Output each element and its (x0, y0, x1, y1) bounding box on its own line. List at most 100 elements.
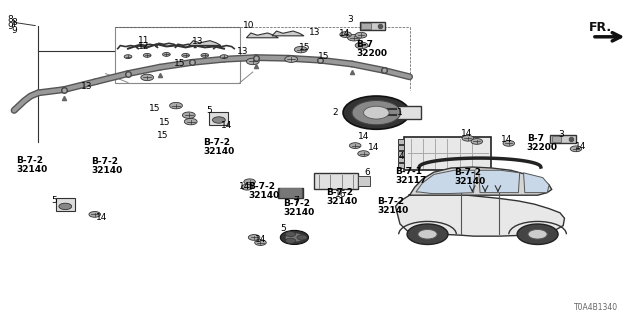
Bar (209, 112, 228, 125)
Bar (278, 188, 303, 198)
Text: 14: 14 (96, 213, 108, 222)
Text: 14: 14 (239, 182, 250, 191)
Text: 3: 3 (558, 130, 564, 139)
Text: 5: 5 (207, 106, 212, 115)
Text: B-7-2: B-7-2 (92, 157, 118, 166)
Bar (361, 23, 371, 29)
Bar (115, 27, 240, 83)
Polygon shape (408, 167, 552, 195)
Text: B-7: B-7 (356, 40, 374, 49)
Circle shape (285, 233, 303, 242)
Text: 8: 8 (8, 15, 13, 24)
Text: 9: 9 (8, 22, 13, 31)
Text: B-7-1: B-7-1 (396, 167, 422, 176)
Circle shape (352, 100, 401, 125)
Circle shape (241, 184, 253, 190)
Text: 15: 15 (159, 118, 170, 127)
Text: FR.: FR. (589, 21, 612, 34)
Circle shape (358, 151, 369, 156)
Bar (396, 106, 421, 119)
Circle shape (340, 32, 351, 37)
Circle shape (355, 32, 367, 38)
Polygon shape (272, 31, 304, 36)
Text: 14: 14 (575, 142, 586, 151)
Text: 16: 16 (335, 190, 346, 199)
Text: 1: 1 (397, 108, 403, 116)
Circle shape (170, 102, 182, 109)
Circle shape (355, 42, 368, 49)
Bar (398, 157, 404, 162)
Text: 7: 7 (293, 196, 299, 204)
Circle shape (184, 118, 197, 125)
Text: 32140: 32140 (204, 147, 235, 156)
Bar (360, 22, 385, 30)
Circle shape (124, 55, 132, 59)
Circle shape (143, 53, 151, 57)
Circle shape (528, 229, 547, 239)
Circle shape (349, 143, 361, 148)
Bar (398, 139, 404, 144)
Polygon shape (524, 173, 549, 193)
Circle shape (182, 53, 189, 57)
Circle shape (471, 139, 483, 144)
Circle shape (255, 240, 266, 245)
Circle shape (248, 235, 260, 240)
Text: 14: 14 (500, 135, 512, 144)
Bar (404, 137, 491, 170)
Bar (398, 163, 404, 168)
Circle shape (343, 96, 410, 129)
Circle shape (297, 235, 307, 240)
Text: 32140: 32140 (248, 191, 280, 200)
Text: 32140: 32140 (326, 197, 358, 206)
Text: B-7-2: B-7-2 (326, 188, 353, 197)
Text: B-7-2: B-7-2 (204, 138, 230, 147)
Text: 2: 2 (333, 108, 339, 116)
Bar (550, 135, 576, 143)
Text: 8: 8 (12, 18, 17, 27)
Text: 15: 15 (299, 43, 310, 52)
Bar (56, 198, 75, 211)
Circle shape (182, 112, 195, 118)
Bar (398, 145, 404, 150)
Text: 32200: 32200 (356, 49, 387, 58)
Text: 5: 5 (280, 224, 286, 233)
Polygon shape (479, 170, 520, 193)
Text: 15: 15 (157, 131, 168, 140)
Circle shape (89, 212, 100, 217)
Circle shape (141, 74, 154, 81)
Bar (358, 176, 370, 186)
Text: B-7-2: B-7-2 (283, 199, 310, 208)
Text: 14: 14 (368, 143, 380, 152)
Text: 11: 11 (138, 36, 149, 44)
Circle shape (285, 232, 296, 237)
Circle shape (220, 55, 228, 59)
Text: 32140: 32140 (283, 208, 314, 217)
Circle shape (407, 224, 448, 244)
Text: 32200: 32200 (527, 143, 557, 152)
Bar (552, 136, 561, 142)
Circle shape (418, 229, 437, 239)
Circle shape (285, 56, 298, 62)
Circle shape (244, 179, 255, 185)
Text: B-7-2: B-7-2 (16, 156, 43, 165)
Text: 15: 15 (174, 59, 186, 68)
Circle shape (59, 203, 72, 210)
Text: 14: 14 (339, 29, 351, 38)
Text: 14: 14 (221, 121, 232, 130)
Text: 13: 13 (237, 47, 248, 56)
Bar (280, 188, 301, 197)
Circle shape (517, 224, 558, 244)
Bar (398, 151, 404, 156)
Text: 32140: 32140 (378, 206, 409, 215)
Circle shape (201, 53, 209, 57)
Circle shape (212, 117, 225, 123)
Text: 32140: 32140 (454, 177, 486, 186)
Text: B-7-2: B-7-2 (454, 168, 481, 177)
Text: B-7: B-7 (527, 134, 544, 143)
Text: 14: 14 (461, 129, 472, 138)
Polygon shape (189, 41, 221, 45)
Text: 15: 15 (149, 104, 161, 113)
Circle shape (163, 52, 170, 56)
Text: 12: 12 (138, 42, 149, 51)
Text: 32117: 32117 (396, 176, 427, 185)
